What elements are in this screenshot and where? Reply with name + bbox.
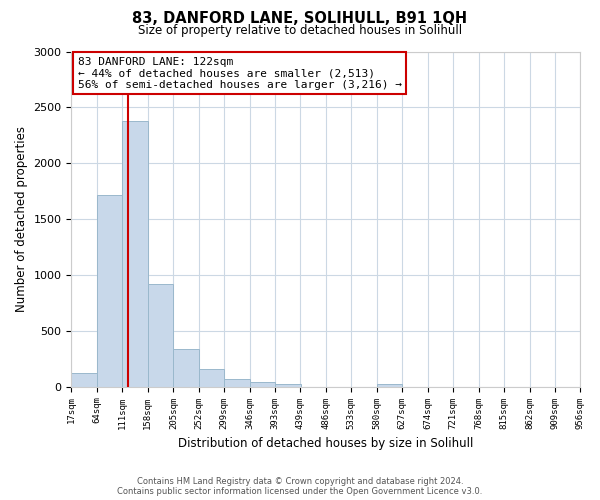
Y-axis label: Number of detached properties: Number of detached properties xyxy=(15,126,28,312)
Bar xyxy=(148,284,173,386)
Bar xyxy=(97,194,122,386)
Text: 83, DANFORD LANE, SOLIHULL, B91 1QH: 83, DANFORD LANE, SOLIHULL, B91 1QH xyxy=(133,11,467,26)
Bar xyxy=(224,379,250,386)
Bar xyxy=(71,374,97,386)
Bar xyxy=(275,384,301,386)
Text: Contains HM Land Registry data © Crown copyright and database right 2024.
Contai: Contains HM Land Registry data © Crown c… xyxy=(118,476,482,496)
Text: Size of property relative to detached houses in Solihull: Size of property relative to detached ho… xyxy=(138,24,462,37)
Bar xyxy=(199,370,224,386)
Bar xyxy=(250,382,275,386)
Bar xyxy=(173,348,199,387)
X-axis label: Distribution of detached houses by size in Solihull: Distribution of detached houses by size … xyxy=(178,437,473,450)
Text: 83 DANFORD LANE: 122sqm
← 44% of detached houses are smaller (2,513)
56% of semi: 83 DANFORD LANE: 122sqm ← 44% of detache… xyxy=(77,56,401,90)
Bar xyxy=(377,384,402,386)
Bar xyxy=(122,121,148,386)
